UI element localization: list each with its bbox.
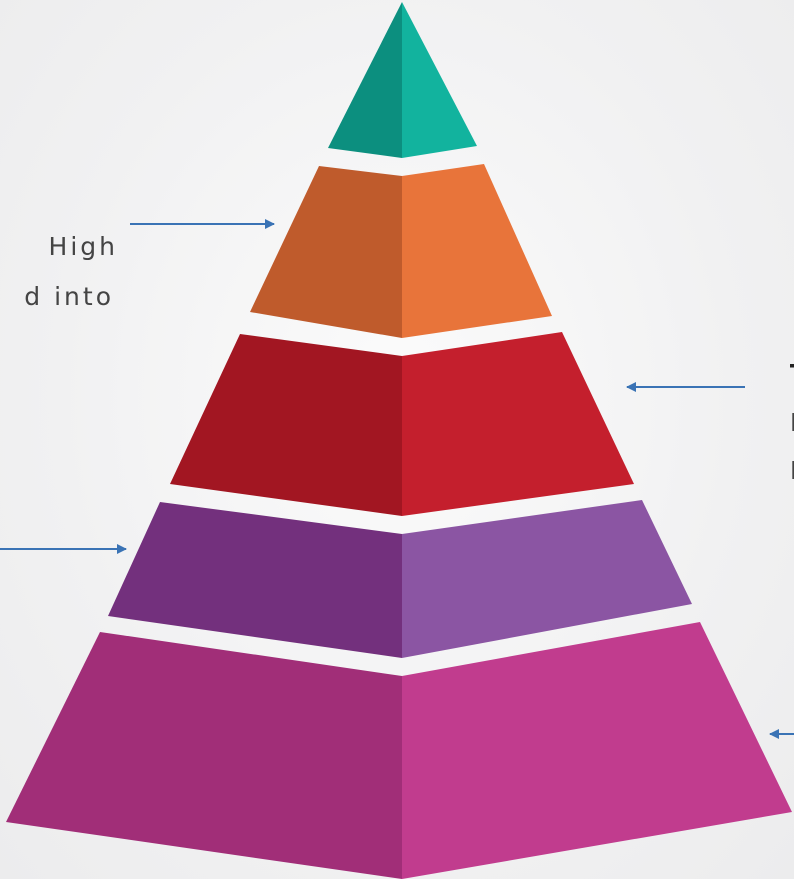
tier-2-right-face [402, 164, 552, 338]
label-tier-3-line-2: P [768, 420, 794, 488]
pyramid-tier-2 [250, 164, 552, 338]
tier-5-left-face [6, 632, 402, 879]
label-tier-3-heading: T [768, 323, 794, 391]
tier-4-right-face [402, 500, 692, 658]
pyramid-tier-4 [108, 500, 692, 658]
pyramid-tier-5 [6, 622, 792, 879]
pyramid-tier-3 [170, 332, 634, 516]
label-tier-3-line-1: L [768, 372, 794, 440]
tier-4-left-face [108, 502, 402, 658]
tier-1-left-face [328, 2, 402, 158]
tier-3-right-face [402, 332, 634, 516]
tier-1-right-face [402, 2, 477, 158]
tier-5-right-face [402, 622, 792, 879]
pyramid-tier-1 [328, 2, 477, 158]
label-tier-2-line-2: d into [24, 282, 114, 311]
tier-2-left-face [250, 166, 402, 338]
label-tier-2-line-1: High [48, 232, 118, 261]
tier-3-left-face [170, 334, 402, 516]
